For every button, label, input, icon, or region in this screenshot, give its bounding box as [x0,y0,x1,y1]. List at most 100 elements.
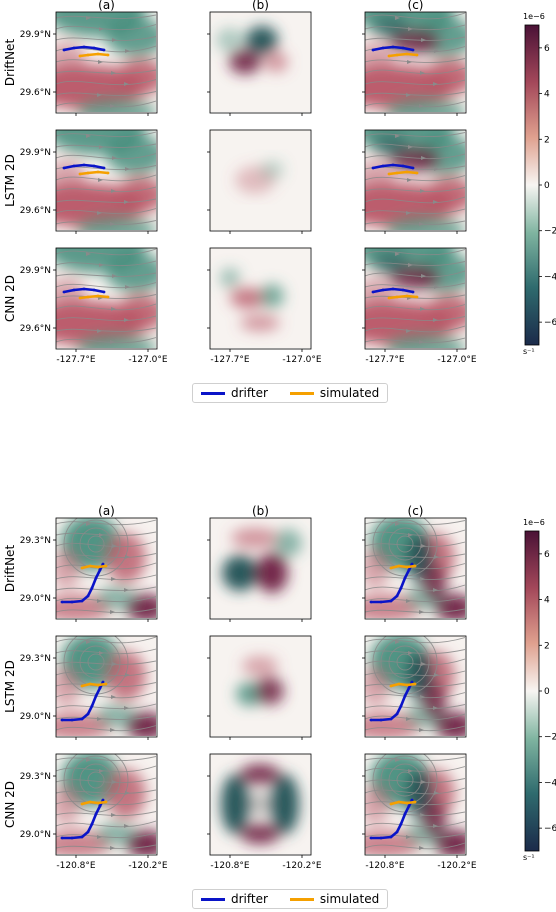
vorticity-blob [220,268,240,288]
map-panel [362,129,467,234]
y-tick-label: 29.0°N [20,712,51,722]
streamline-arrow [419,222,424,226]
drifter-track-point [381,288,385,292]
streamline [56,14,156,19]
simulated-track-point [78,54,82,58]
drifter-track-point [62,48,66,52]
panel-frame [209,11,312,114]
streamline-arrow [124,318,129,322]
vorticity-blob [365,278,395,308]
vorticity-blob [385,215,465,230]
colorbar-tick-label: −6 [544,824,556,834]
panel-content [365,754,465,854]
drifter-track-point [98,686,102,690]
x-tick-label: -120.2°E [282,861,322,871]
streamline-arrow [124,588,129,592]
drifter-track-point [72,46,76,50]
column-title: (c) [408,0,424,12]
drifter-track-point [395,830,399,834]
vorticity-field [56,248,156,348]
legend-label-simulated: simulated [319,386,380,400]
streamline-arrow [98,178,103,182]
vorticity-blob [274,529,302,557]
streamline [56,36,156,41]
drifter-track-point [410,562,414,566]
streamline-arrow [110,222,115,226]
panel-content [210,12,310,112]
drifter-track-point [401,46,405,50]
streamline [365,821,465,828]
streamline-arrow [98,60,103,64]
y-tick-label: 29.3°N [20,536,51,546]
streamline [365,842,465,850]
streamline-eddy [388,763,422,797]
drifter-track-point [391,163,395,167]
streamline-arrow [433,318,438,322]
streamline-arrow [124,82,129,86]
streamline [56,303,156,311]
drifter-track-point [381,46,385,50]
drifter-track-point [379,718,383,722]
vorticity-blob [260,284,284,308]
vorticity-blob [116,295,156,331]
simulated-track-point [96,801,100,805]
map-panel: -127.7°E -127.0°E [207,247,322,365]
streamline-arrow [408,27,413,31]
streamline-arrow [125,285,130,289]
colorbar-tick-label: −2 [544,733,556,743]
streamline [56,248,156,256]
simulated-track-point [104,682,108,686]
x-tick-label: -127.7°E [210,355,250,365]
colorbar-gradient [524,24,540,346]
streamline-arrow [86,252,91,256]
simulated-track-point [96,52,100,56]
streamline [56,198,156,203]
streamline [56,272,156,277]
x-tick-label: -127.0°E [128,355,168,365]
drifter-track-point [411,166,415,170]
streamline-arrow [110,104,115,108]
streamline [365,101,465,108]
streamline [365,725,465,732]
streamline-arrow [395,16,400,20]
drifter-track [62,563,105,604]
panel-content [365,12,465,112]
streamline [56,220,156,225]
drifter-track-point [379,836,383,840]
streamline-arrow [419,104,424,108]
streamline [365,304,465,311]
simulated-track-point [104,564,108,568]
streamline-arrow [97,599,102,603]
drifter-track-point [395,712,399,716]
streamline-arrow [124,706,129,710]
map-panel [207,635,312,740]
y-tick-label: 29.9°N [20,30,51,40]
column-title: (a) [98,504,115,518]
colorbar-tick-label: 6 [544,44,550,54]
drifter-track-point [86,712,90,716]
simulated-track-point [397,682,401,686]
panel-frame [364,753,467,856]
streamline [365,704,465,709]
legend-item-drifter: drifter [201,386,268,400]
panel-frame [55,11,158,114]
drifter-track-point [369,718,373,722]
drifter-track-point [395,594,399,598]
streamline-arrow [112,156,117,160]
streamline-arrow [419,846,424,850]
streamline [365,575,465,580]
streamline [365,811,465,816]
streamline-arrow [395,522,400,526]
drifter-track-point [399,586,403,590]
panel-frame [209,753,312,856]
panel-content [365,130,465,230]
drifter-track-point [94,576,98,580]
streamline-arrow [97,717,102,721]
legend-item-drifter: drifter [201,892,268,906]
streamline-arrow [421,662,426,666]
drifter-track-point [60,836,64,840]
vorticity-blob [96,822,136,846]
streamline [56,69,156,74]
simulated-track-point [106,171,110,175]
